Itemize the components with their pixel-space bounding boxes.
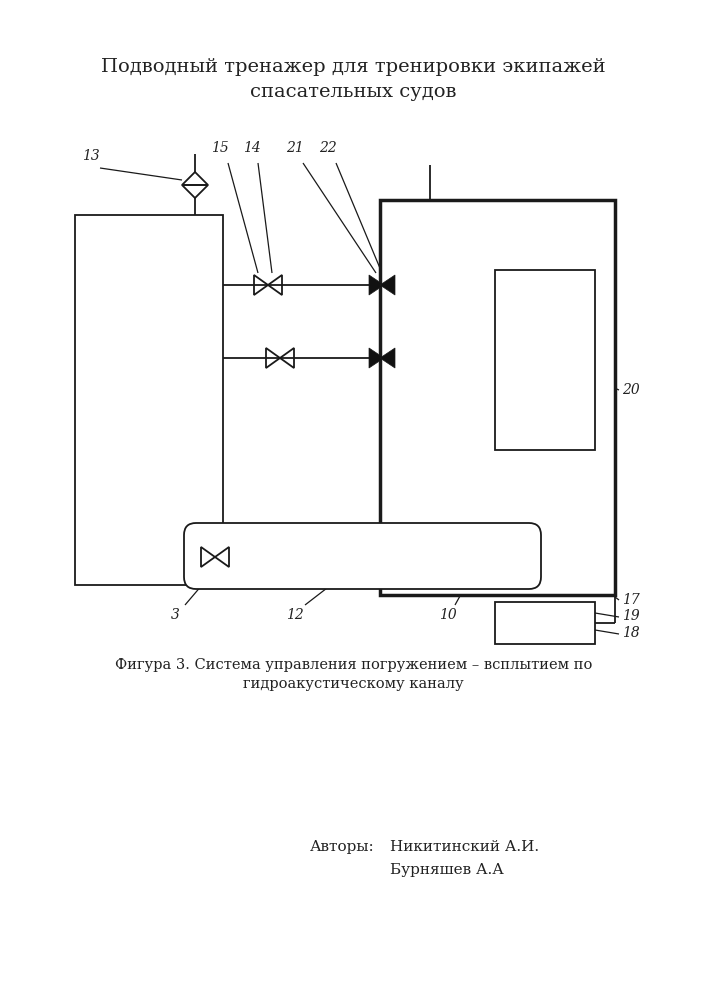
Text: 18: 18 — [622, 626, 640, 640]
Polygon shape — [380, 348, 395, 368]
Bar — [380, 200, 615, 595]
Text: Никитинский А.И.: Никитинский А.И. — [390, 840, 539, 854]
FancyBboxPatch shape — [184, 523, 541, 589]
Polygon shape — [369, 348, 384, 368]
Text: Подводный тренажер для тренировки экипажей: Подводный тренажер для тренировки экипаж… — [101, 58, 606, 76]
Text: Фигура 3. Система управления погружением – всплытием по: Фигура 3. Система управления погружением… — [115, 658, 592, 672]
Text: 12: 12 — [286, 608, 304, 622]
Text: 13: 13 — [82, 149, 100, 163]
Text: 21: 21 — [286, 141, 304, 155]
Bar — [495, 270, 595, 450]
Bar — [75, 215, 223, 585]
Polygon shape — [369, 275, 384, 295]
Text: 3: 3 — [170, 608, 180, 622]
Text: 19: 19 — [622, 609, 640, 623]
Text: Авторы:: Авторы: — [310, 840, 375, 854]
Text: 10: 10 — [439, 608, 457, 622]
Text: 15: 15 — [211, 141, 229, 155]
Text: 14: 14 — [243, 141, 261, 155]
Text: 17: 17 — [622, 593, 640, 607]
Text: 20: 20 — [622, 383, 640, 397]
Text: Бурняшев А.А: Бурняшев А.А — [390, 863, 504, 877]
Text: 22: 22 — [319, 141, 337, 155]
Polygon shape — [380, 275, 395, 295]
Text: гидроакустическому каналу: гидроакустическому каналу — [243, 677, 464, 691]
Bar — [495, 602, 595, 644]
Text: спасательных судов: спасательных судов — [250, 83, 457, 101]
